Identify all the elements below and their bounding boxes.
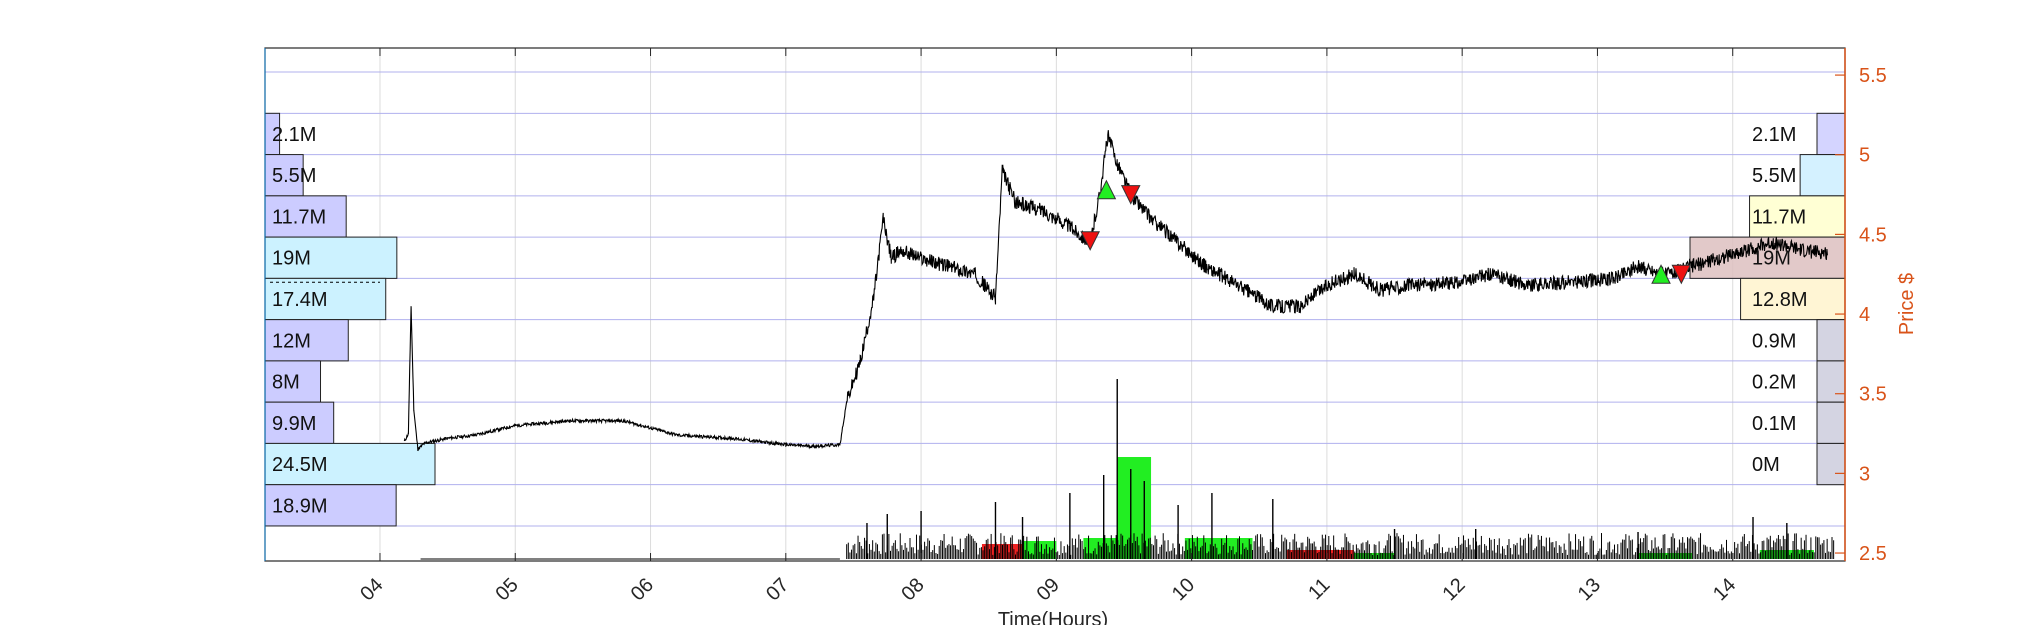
- profile-label-left: 24.5M: [272, 454, 328, 476]
- profile-bar-right: [1816, 442, 1846, 486]
- sell-marker: [1120, 185, 1141, 205]
- y-tick-label: 3.5: [1859, 384, 1887, 406]
- volume-block: [1286, 550, 1354, 559]
- profile-bar-right: [1740, 277, 1846, 321]
- profile-bar-left: [264, 195, 347, 238]
- x-axis-label: Time(Hours): [998, 609, 1108, 625]
- sell-marker: [1080, 231, 1100, 251]
- profile-label-left: 12M: [272, 330, 311, 352]
- profile-label-left: 11.7M: [272, 206, 326, 228]
- grid: [265, 48, 1845, 561]
- profile-label-right: 0.9M: [1752, 330, 1796, 352]
- profile-label-left: 5.5M: [272, 165, 316, 187]
- y-axis-label: Price $: [1896, 273, 1918, 335]
- x-tick-label: 07: [762, 574, 793, 605]
- profile-label-left: 17.4M: [272, 289, 328, 311]
- x-tick-label: 11: [1304, 574, 1334, 604]
- profile-label-right: 2.1M: [1752, 124, 1796, 146]
- profile-label-left: 19M: [272, 248, 311, 270]
- profile-bar-right: [1799, 154, 1846, 197]
- volume-bars: [420, 379, 1835, 560]
- profile-label-right: 0.2M: [1752, 372, 1796, 394]
- trade-markers: [1080, 179, 1692, 285]
- price-series: [270, 130, 1828, 452]
- profile-bar-left: [264, 484, 397, 527]
- y-tick-label: 4.5: [1859, 224, 1887, 246]
- x-tick-label: 08: [897, 574, 928, 605]
- profile-label-left: 8M: [272, 372, 300, 394]
- y-tick-label: 4: [1859, 304, 1870, 326]
- profile-bar-left: [264, 277, 387, 321]
- y-tick-label: 5: [1859, 145, 1870, 167]
- sell-marker: [1671, 264, 1692, 285]
- y-tick-label: 2.5: [1859, 543, 1887, 565]
- profile-bar-right: [1816, 401, 1846, 444]
- profile-bar-left: [264, 360, 322, 403]
- profile-bar-right: [1816, 360, 1846, 403]
- volume-profile-right: 2.1M 5.5M 11.7M 19M 12.8M 0.9M 0.2M 0.1M 0M: [1689, 112, 1846, 486]
- profile-label-left: 18.9M: [272, 495, 328, 517]
- price-line: [403, 130, 1828, 452]
- profile-bar-left: [264, 154, 304, 197]
- x-tick-label: 06: [627, 574, 658, 605]
- profile-label-right: 12.8M: [1752, 289, 1808, 311]
- profile-bar-right: [1749, 195, 1846, 238]
- x-tick-label: 05: [492, 574, 523, 605]
- profile-label-right: 11.7M: [1752, 206, 1806, 228]
- x-tick-label: 12: [1438, 574, 1469, 605]
- volume-profile-left: 2.1M 5.5M 11.7M 19M 17.4M 12M 8M 9.9M 24.5M 18.9M: [264, 112, 436, 527]
- profile-label-right: 19M: [1752, 248, 1791, 270]
- profile-label-right: 0M: [1752, 454, 1780, 476]
- x-tick-label: 14: [1709, 574, 1740, 605]
- buy-marker: [1096, 179, 1117, 200]
- profile-bar-left: [264, 319, 349, 362]
- x-tick-label: 10: [1168, 574, 1199, 605]
- profile-bar-right: [1816, 319, 1846, 362]
- x-tick-label: 13: [1574, 574, 1605, 605]
- profile-label-right: 5.5M: [1752, 165, 1796, 187]
- x-tick-label: 09: [1033, 574, 1064, 605]
- profile-label-right: 0.1M: [1752, 413, 1796, 435]
- y-tick-label: 5.5: [1859, 65, 1887, 87]
- buy-marker: [1651, 264, 1671, 284]
- profile-label-left: 2.1M: [272, 124, 316, 146]
- plot-background: [265, 48, 1845, 561]
- y-tick-label: 3: [1859, 463, 1870, 485]
- x-tick-label: 04: [356, 574, 387, 605]
- profile-label-left: 9.9M: [272, 413, 316, 435]
- profile-bar-right: [1816, 112, 1846, 156]
- profile-bar-left: [264, 401, 335, 444]
- profile-bar-left: [264, 442, 436, 486]
- y-axis-right: 2.5 3 3.5 4 4.5 5 5.5: [1835, 65, 1887, 565]
